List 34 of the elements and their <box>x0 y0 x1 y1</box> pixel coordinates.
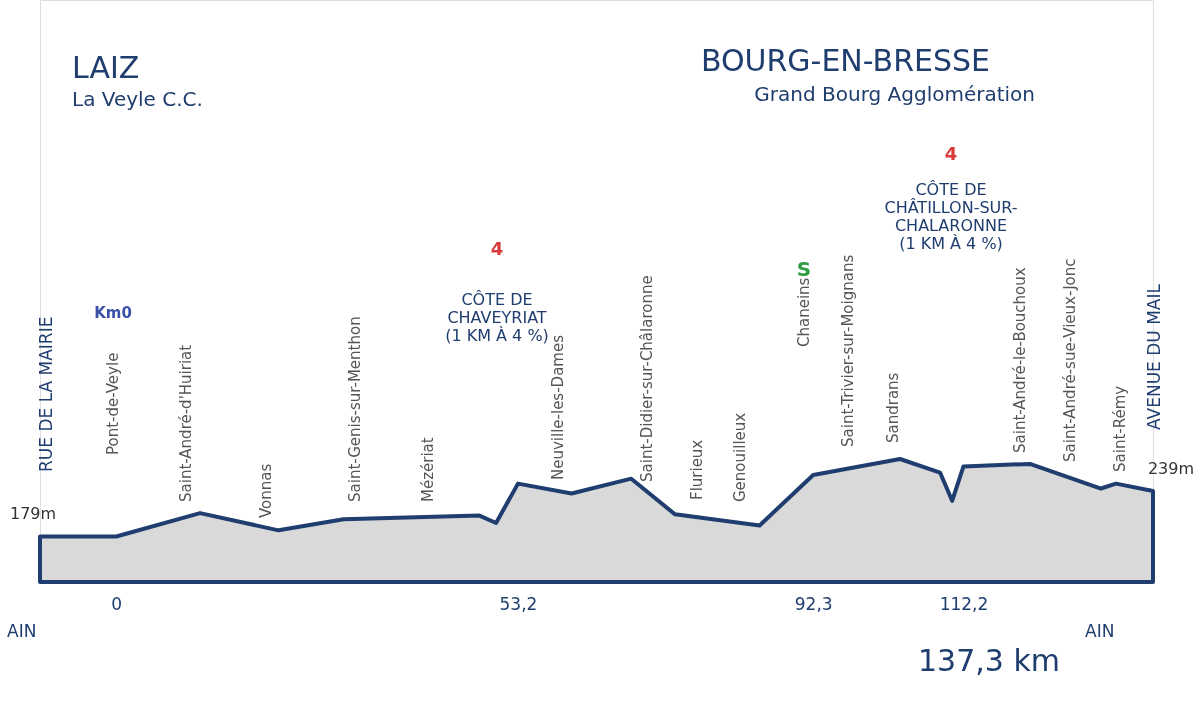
x-tick-label: 0 <box>111 593 123 614</box>
annotation: Saint-Rémy <box>1111 385 1129 472</box>
text: BOURG-EN-BRESSE <box>700 43 990 78</box>
chart-title: LAIZ <box>72 50 140 85</box>
text: Sandrans <box>884 372 902 443</box>
annotation: Vonnas <box>257 463 275 518</box>
text: CÔTE DE CHAVEYRIAT (1 KM À 4 %) <box>445 290 549 345</box>
annotation: Flurieux <box>688 439 706 500</box>
text: AIN <box>1085 621 1115 641</box>
text: Pont-de-Veyle <box>104 352 122 455</box>
annotation: 179m <box>10 504 57 524</box>
annotation: Neuville-les-Dames <box>549 334 567 480</box>
x-tick-label: 92,3 <box>794 593 833 614</box>
annotation: Saint-André-sue-Vieux-Jonc <box>1061 258 1079 462</box>
annotation: Saint-André-d'Huiriat <box>177 344 195 502</box>
text: Grand Bourg Agglomération <box>754 82 1035 106</box>
text: CÔTE DE CHÂTILLON-SUR- CHALARONNE (1 KM À 4 %) <box>884 180 1018 253</box>
text: AIN <box>7 621 37 641</box>
text: Km0 <box>94 304 132 322</box>
text: 4 <box>944 143 958 164</box>
annotation: Saint-Genis-sur-Menthon <box>346 316 364 502</box>
text: Saint-Trivier-sur-Moignans <box>839 254 857 447</box>
x-tick-label: 53,2 <box>499 593 538 614</box>
annotation: Genouilleux <box>731 412 749 502</box>
text: AVENUE DU MAIL <box>1144 283 1164 430</box>
text: Saint-André-le-Bouchoux <box>1011 267 1029 453</box>
text: 137,3 km <box>917 643 1060 678</box>
annotation: RUE DE LA MAIRIE <box>36 316 56 472</box>
chart-subtitle: La Veyle C.C. <box>72 87 203 111</box>
annotation: Mézériat <box>419 437 437 502</box>
annotation: 239m <box>1147 458 1195 478</box>
annotation: Saint-Didier-sur-Châlaronne <box>638 275 656 482</box>
x-tick-label: 112,2 <box>939 593 989 614</box>
text: 4 <box>490 238 504 259</box>
